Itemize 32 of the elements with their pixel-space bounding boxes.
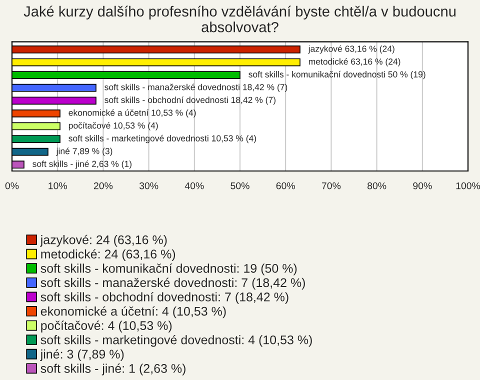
legend-label: soft skills - obchodní dovednosti: 7 (18,42 %) xyxy=(40,292,288,304)
data-label: jiné 7,89 % (3) xyxy=(56,148,112,156)
legend-label: jazykové: 24 (63,16 %) xyxy=(40,234,167,247)
data-label: jazykové 63,16 % (24) xyxy=(308,45,394,54)
data-label: počítačové 10,53 % (4) xyxy=(68,122,158,130)
x-tick-label: 20% xyxy=(94,182,113,190)
x-tick-label: 10% xyxy=(48,182,67,190)
x-tick-label: 40% xyxy=(184,182,204,190)
x-tick-label: 90% xyxy=(413,182,432,190)
legend-label: ekonomické a účetní: 4 (10,53 %) xyxy=(40,306,226,318)
x-tick-label: 100% xyxy=(456,182,480,190)
x-tick-label: 30% xyxy=(139,182,158,190)
legend-label: soft skills - marketingové dovednosti: 4 (10,53 %) xyxy=(40,334,312,347)
legend-label: metodické: 24 (63,16 %) xyxy=(41,249,176,261)
data-label: soft skills - obchodní dovednosti 18,42 % (7) xyxy=(104,96,276,105)
legend-label: počítačové: 4 (10,53 %) xyxy=(41,320,172,332)
data-label: soft skills - manažerské dovednosti 18,42 % (7) xyxy=(104,84,288,92)
x-tick-label: 50% xyxy=(230,182,250,190)
x-tick-label: 70% xyxy=(322,182,341,190)
legend-label: soft skills - komunikační dovednosti: 19 (50 %) xyxy=(40,263,297,276)
legend-label: jiné: 3 (7,89 %) xyxy=(40,349,124,362)
data-label: metodické 63,16 % (24) xyxy=(308,58,400,66)
x-tick-label: 60% xyxy=(276,182,295,190)
data-label: ekonomické a účetní 10,53 % (4) xyxy=(68,109,196,118)
data-label: soft skills - jiné 2,63 % (1) xyxy=(32,160,132,169)
legend-label: soft skills - jiné: 1 (2,63 %) xyxy=(40,364,186,376)
x-tick-label: 0% xyxy=(5,182,19,190)
data-label: soft skills - marketingové dovednosti 10,53 % (4) xyxy=(68,134,256,144)
data-label: soft skills - komunikační dovednosti 50 % (19) xyxy=(248,70,426,80)
x-tick-label: 80% xyxy=(367,182,386,190)
legend-label: soft skills - manažerské dovednosti: 7 (18,42 %) xyxy=(40,278,305,290)
chart-title: Jaké kurzy dalšího profesního vzdělávání byste chtěl/a v budoucnu absolvovat? xyxy=(24,6,456,32)
